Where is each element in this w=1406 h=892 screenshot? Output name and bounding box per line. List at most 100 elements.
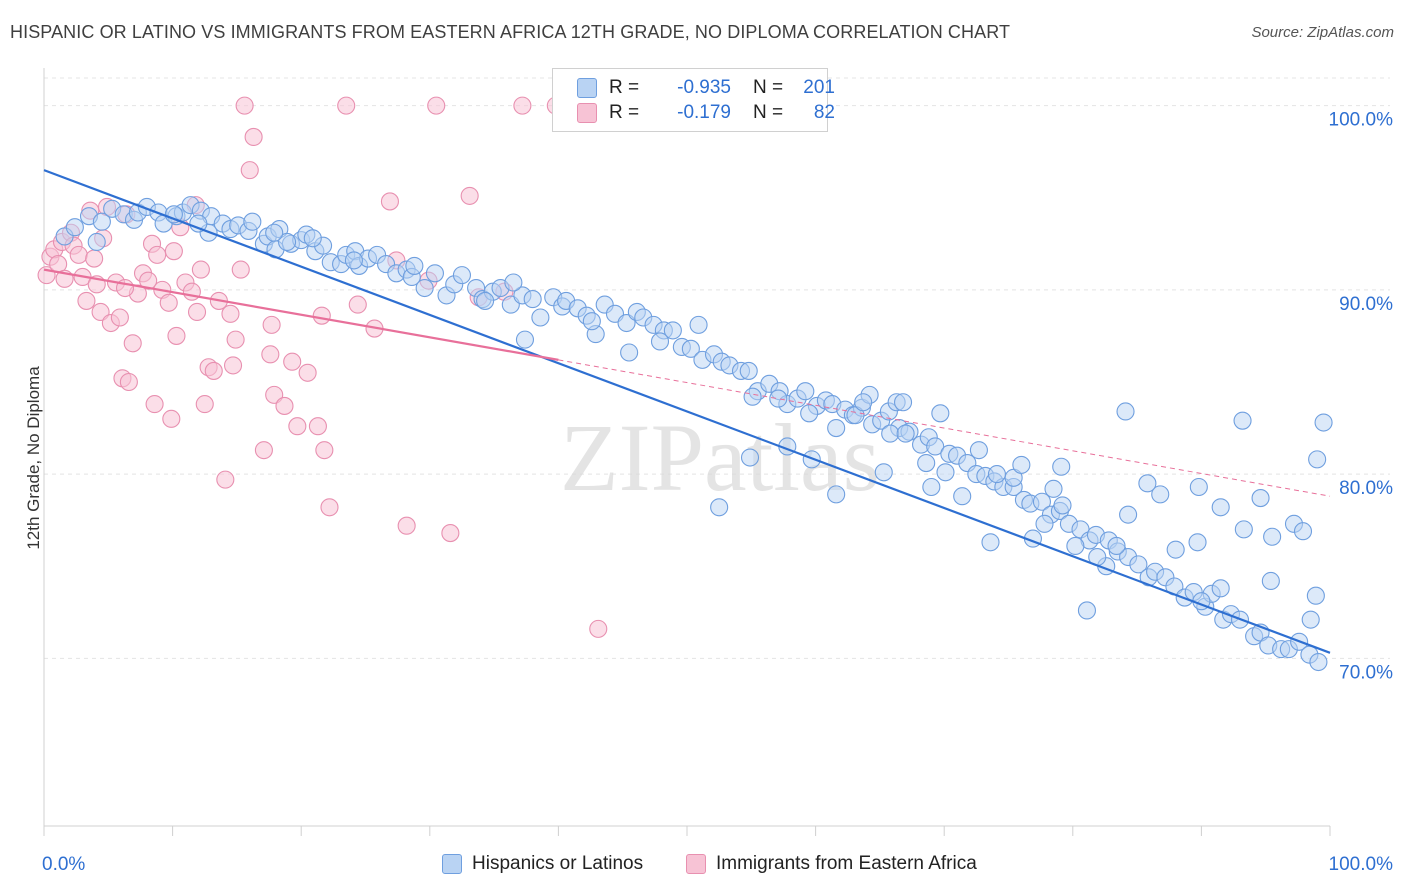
data-point-hispanics <box>265 223 284 242</box>
data-point-eastern-africa <box>159 293 178 312</box>
data-point-hispanics <box>1233 411 1252 430</box>
n-label: N = <box>753 77 784 98</box>
data-point-eastern-africa <box>427 96 446 115</box>
data-point-hispanics <box>650 332 670 351</box>
data-point-hispanics <box>969 441 988 460</box>
data-point-hispanics <box>617 313 636 333</box>
data-point-eastern-africa <box>235 96 254 115</box>
data-point-hispanics <box>881 424 900 443</box>
data-point-eastern-africa <box>348 295 367 314</box>
n-value: 201 <box>803 77 835 98</box>
data-point-eastern-africa <box>85 249 104 268</box>
data-point-hispanics <box>981 533 1000 552</box>
data-point-hispanics <box>936 463 955 482</box>
data-point-hispanics <box>689 315 708 334</box>
data-point-hispanics <box>1066 536 1085 556</box>
stats-legend: R = -0.935 N = 201 R = -0.179 N = 82 <box>552 68 835 132</box>
data-point-hispanics <box>1189 477 1208 497</box>
data-point-eastern-africa <box>298 363 317 382</box>
data-point-hispanics <box>1306 586 1325 605</box>
data-point-hispanics <box>582 312 601 331</box>
legend-item-eastern-africa: Immigrants from Eastern Africa <box>686 852 977 876</box>
y-tick-label: 90.0% <box>1339 294 1393 315</box>
data-point-hispanics <box>1053 496 1072 515</box>
data-point-eastern-africa <box>254 441 273 460</box>
data-point-hispanics <box>1314 413 1333 432</box>
data-point-hispanics <box>1251 489 1270 508</box>
source-label: Source: ZipAtlas.com <box>1251 24 1394 41</box>
data-point-hispanics <box>1032 492 1051 511</box>
data-point-eastern-africa <box>119 372 138 392</box>
data-point-eastern-africa <box>589 619 608 638</box>
data-point-hispanics <box>800 404 819 423</box>
data-point-hispanics <box>415 278 434 298</box>
data-point-hispanics <box>710 498 729 517</box>
blue-swatch <box>577 78 597 98</box>
pink-swatch <box>577 103 597 123</box>
data-point-hispanics <box>476 291 495 310</box>
data-point-hispanics <box>189 214 208 233</box>
data-point-hispanics <box>1129 555 1148 574</box>
r-value: -0.179 <box>677 102 731 123</box>
data-point-hispanics <box>303 229 322 248</box>
series-hispanics-latinos <box>55 196 1333 672</box>
data-point-eastern-africa <box>308 417 327 436</box>
data-point-eastern-africa <box>265 385 284 404</box>
data-point-hispanics <box>1261 571 1280 591</box>
data-point-hispanics <box>1012 455 1031 474</box>
y-tick-label: 100.0% <box>1329 110 1394 131</box>
data-point-hispanics <box>1107 536 1126 556</box>
data-point-hispanics <box>92 212 111 231</box>
data-point-hispanics <box>893 393 913 412</box>
pink-swatch <box>686 854 706 874</box>
data-point-eastern-africa <box>191 260 210 279</box>
watermark: ZIPatlas <box>560 404 880 511</box>
data-point-hispanics <box>515 330 535 349</box>
data-point-hispanics <box>531 308 550 327</box>
data-point-eastern-africa <box>275 396 294 415</box>
data-point-hispanics <box>1211 579 1230 598</box>
x-tick-label: 100.0% <box>1329 854 1394 875</box>
trend-lines <box>43 169 1331 654</box>
data-point-hispanics <box>620 343 639 362</box>
data-point-eastern-africa <box>337 96 356 115</box>
data-point-eastern-africa <box>315 441 334 460</box>
data-point-hispanics <box>1293 522 1313 541</box>
data-point-hispanics <box>278 232 297 252</box>
data-point-hispanics <box>1301 610 1320 629</box>
data-point-hispanics <box>164 205 183 224</box>
blue-swatch <box>442 854 462 874</box>
data-point-hispanics <box>1052 457 1071 476</box>
data-point-eastern-africa <box>187 302 207 322</box>
data-point-hispanics <box>1035 514 1054 533</box>
data-point-eastern-africa <box>164 242 183 261</box>
chart-title: HISPANIC OR LATINO VS IMMIGRANTS FROM EA… <box>10 22 1011 42</box>
data-point-hispanics <box>1234 520 1253 539</box>
data-point-eastern-africa <box>77 291 96 310</box>
data-point-eastern-africa <box>204 361 223 380</box>
data-point-eastern-africa <box>240 161 259 180</box>
n-value: 82 <box>813 102 835 123</box>
data-point-hispanics <box>1077 601 1096 620</box>
legend-row-hispanics: R = -0.935 N = 201 <box>577 76 835 100</box>
trend-line-eastern-africa <box>43 268 559 361</box>
data-point-hispanics <box>65 218 84 237</box>
data-point-eastern-africa <box>261 345 280 364</box>
data-point-eastern-africa <box>288 417 307 436</box>
data-point-hispanics <box>1166 540 1185 559</box>
data-point-hispanics <box>1263 527 1282 546</box>
data-point-hispanics <box>931 404 950 423</box>
y-axis-label: 12th Grade, No Diploma <box>24 366 43 550</box>
data-point-hispanics <box>405 256 424 275</box>
data-point-eastern-africa <box>513 96 532 115</box>
data-point-hispanics <box>854 393 873 412</box>
data-point-hispanics <box>1116 402 1135 421</box>
r-label: R = <box>609 102 640 123</box>
data-point-eastern-africa <box>110 308 129 327</box>
axes <box>43 68 1331 836</box>
data-point-eastern-africa <box>195 395 214 414</box>
data-point-eastern-africa <box>380 192 399 211</box>
data-point-eastern-africa <box>320 498 339 517</box>
data-point-eastern-africa <box>397 516 416 535</box>
data-point-hispanics <box>681 339 700 358</box>
